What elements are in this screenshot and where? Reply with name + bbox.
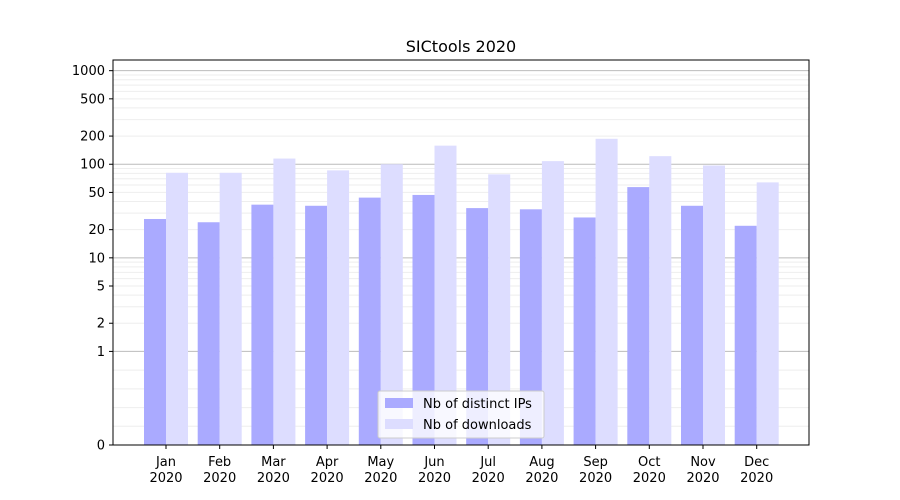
legend-label-distinct-ips: Nb of distinct IPs — [423, 397, 532, 412]
x-tick-label: Aug — [529, 455, 554, 470]
bar-downloads — [273, 158, 296, 445]
x-tick-label: 2020 — [472, 471, 505, 486]
bar-distinct-ips — [251, 204, 274, 445]
x-tick-label: May — [367, 455, 394, 470]
bar-downloads — [703, 165, 725, 446]
bar-distinct-ips — [197, 222, 220, 445]
bar-distinct-ips — [412, 194, 435, 445]
x-tick-label: 2020 — [149, 471, 182, 486]
x-tick-label: 2020 — [311, 471, 344, 486]
bar-distinct-ips — [358, 197, 381, 445]
x-tick-label: Jun — [423, 455, 444, 470]
x-tick-label: Jan — [155, 455, 176, 470]
legend-label-downloads: Nb of downloads — [423, 418, 532, 433]
y-axis: 0 1 2 5 10 20 50 100 200 500 1000 — [72, 64, 113, 454]
bar-distinct-ips — [734, 225, 757, 445]
bar-downloads — [488, 174, 511, 445]
x-tick-label: 2020 — [364, 471, 397, 486]
y-tick-label: 500 — [80, 92, 105, 107]
x-tick-label: Feb — [208, 455, 231, 470]
y-tick-label: 1000 — [72, 64, 105, 79]
bar-distinct-ips — [627, 187, 650, 445]
x-tick-label: Jul — [479, 455, 496, 470]
x-tick-label: 2020 — [525, 471, 558, 486]
legend-swatch-distinct-ips — [385, 398, 413, 408]
x-tick-label: 2020 — [579, 471, 612, 486]
x-tick-label: Apr — [316, 455, 339, 470]
bar-downloads — [327, 170, 350, 445]
x-tick-label: 2020 — [257, 471, 290, 486]
x-tick-label: 2020 — [203, 471, 236, 486]
y-tick-label: 50 — [88, 186, 105, 201]
legend: Nb of distinct IPs Nb of downloads — [377, 390, 545, 439]
bar-downloads — [219, 172, 242, 445]
y-tick-label: 1 — [97, 345, 105, 360]
y-tick-label: 0 — [97, 439, 105, 454]
bar-distinct-ips — [519, 209, 542, 445]
x-tick-label: 2020 — [740, 471, 773, 486]
y-tick-label: 100 — [80, 158, 105, 173]
y-tick-label: 200 — [80, 130, 105, 145]
bar-downloads — [434, 145, 457, 445]
x-tick-label: Nov — [690, 455, 716, 470]
x-tick-label: Mar — [261, 455, 286, 470]
y-tick-label: 5 — [97, 280, 105, 295]
y-tick-label: 10 — [88, 251, 105, 266]
bar-distinct-ips — [681, 205, 703, 445]
bars — [144, 138, 779, 446]
bar-downloads — [595, 138, 618, 445]
x-tick-label: Oct — [638, 455, 660, 470]
bar-distinct-ips — [466, 208, 489, 445]
x-tick-label: Sep — [583, 455, 608, 470]
y-tick-label: 20 — [88, 223, 105, 238]
bar-downloads — [756, 182, 779, 445]
x-tick-label: Dec — [744, 455, 769, 470]
bar-downloads — [649, 156, 672, 445]
bar-distinct-ips — [305, 205, 328, 445]
bar-distinct-ips — [144, 218, 166, 445]
legend-box — [377, 390, 545, 439]
x-tick-label: 2020 — [633, 471, 666, 486]
legend-swatch-downloads — [385, 419, 413, 429]
x-tick-label: 2020 — [418, 471, 451, 486]
x-tick-label: 2020 — [686, 471, 719, 486]
plot-frame — [112, 59, 810, 446]
x-axis: Jan2020Feb2020Mar2020Apr2020May2020Jun20… — [149, 445, 773, 486]
y-tick-label: 2 — [97, 317, 105, 332]
chart-title: SICtools 2020 — [406, 37, 516, 56]
bar-distinct-ips — [573, 217, 596, 445]
bar-downloads — [541, 161, 564, 445]
bar-downloads — [380, 164, 403, 445]
bar-downloads — [166, 172, 188, 445]
